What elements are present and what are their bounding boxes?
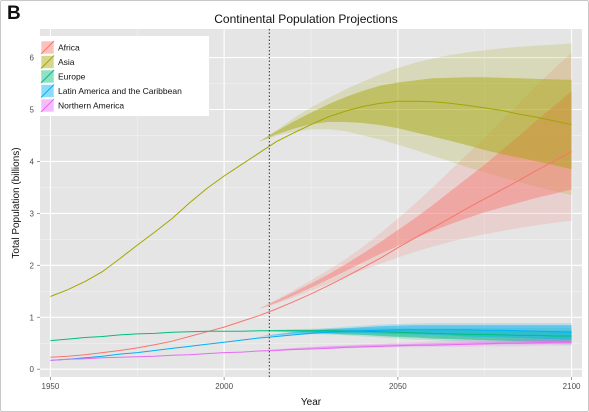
africa-line	[50, 151, 572, 358]
legend-box	[36, 36, 209, 116]
y-tick-label: 2	[30, 261, 35, 270]
asia-legend-label: Asia	[58, 57, 75, 67]
panel-label: B	[7, 3, 21, 24]
x-axis-label: Year	[301, 397, 322, 408]
northern-america-line	[50, 341, 572, 361]
y-tick-label: 3	[30, 209, 35, 218]
northern-america-band-95	[258, 336, 572, 351]
x-tick-label: 1950	[42, 382, 60, 391]
europe-line	[50, 330, 572, 342]
northern-america-legend-label: Northern America	[58, 101, 124, 111]
chart-title: Continental Population Projections	[214, 12, 397, 26]
northern-america-legend-key-line	[40, 98, 55, 113]
y-tick-label: 5	[30, 106, 35, 115]
latin-america-and-the-caribbean-band-80	[258, 325, 572, 340]
latin-america-and-the-caribbean-legend-key-line	[40, 84, 55, 98]
y-tick-label: 4	[30, 157, 35, 166]
x-tick-label: 2100	[563, 382, 581, 391]
europe-legend-key-line	[40, 69, 55, 84]
x-axis-ticks: 1950 2000 2050 2100	[42, 377, 581, 391]
latin-america-and-the-caribbean-line	[50, 329, 572, 361]
x-tick-label: 2050	[389, 382, 407, 391]
africa-band-80	[258, 91, 572, 309]
africa-legend-key-line	[40, 40, 55, 55]
y-tick-label: 1	[30, 313, 35, 322]
y-tick-label: 6	[30, 54, 35, 63]
x-tick-label: 2000	[215, 382, 233, 391]
prediction-bands-80	[258, 77, 572, 351]
legend: Africa Asia Europe Latin America and the Ca…	[36, 36, 209, 116]
latin-america-and-the-caribbean-legend-label: Latin America and the Caribbean	[58, 86, 182, 96]
europe-band-80	[258, 329, 572, 343]
y-axis-label: Total Population (billions)	[11, 147, 22, 258]
series-lines	[50, 100, 572, 361]
asia-legend-key-line	[40, 55, 55, 69]
europe-legend-label: Europe	[58, 72, 86, 82]
asia-line	[50, 100, 572, 297]
asia-band-80	[258, 77, 572, 170]
africa-legend-label: Africa	[58, 43, 80, 53]
africa-band-95	[258, 52, 572, 310]
asia-band-95	[258, 43, 572, 196]
y-tick-label: 0	[30, 365, 35, 374]
